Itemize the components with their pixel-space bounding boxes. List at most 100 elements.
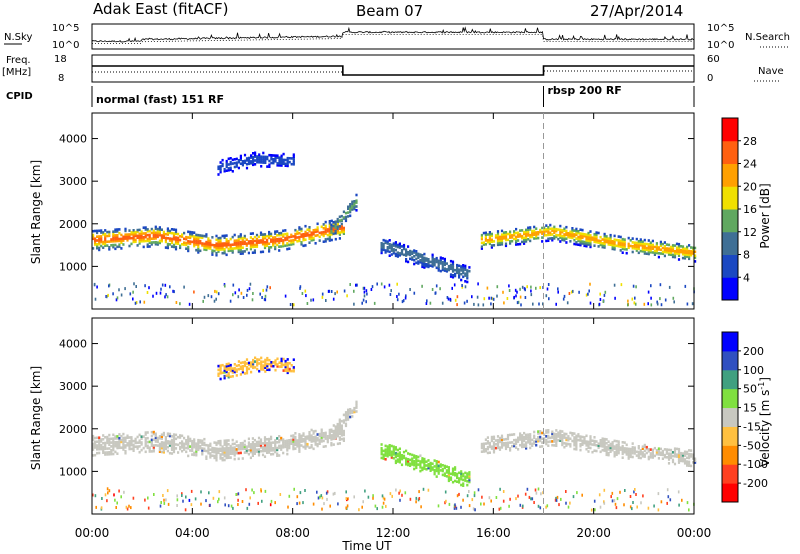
heatmap-cell — [110, 240, 113, 243]
heatmap-cell — [496, 435, 500, 438]
heatmap-cell — [575, 436, 578, 440]
heatmap-cell — [296, 439, 299, 442]
heatmap-cell — [557, 439, 560, 442]
heatmap-cell — [405, 294, 407, 298]
heatmap-cell — [555, 444, 558, 447]
heatmap-cell — [195, 237, 198, 240]
heatmap-cell — [447, 297, 450, 301]
heatmap-cell — [579, 236, 582, 239]
heatmap-cell — [112, 234, 115, 237]
colorbar-tick-label: 100 — [743, 364, 764, 377]
heatmap-cell — [392, 447, 395, 450]
heatmap-cell — [488, 441, 491, 445]
heatmap-cell — [672, 296, 675, 300]
heatmap-cell — [605, 445, 608, 449]
heatmap-cell — [649, 243, 652, 246]
heatmap-cell — [193, 453, 196, 457]
heatmap-cell — [492, 445, 496, 448]
heatmap-cell — [253, 239, 256, 243]
heatmap-cell — [268, 443, 271, 447]
heatmap-cell — [471, 498, 474, 502]
heatmap-cell — [451, 286, 453, 290]
heatmap-cell — [132, 445, 135, 449]
heatmap-cell — [100, 237, 103, 240]
heatmap-cell — [423, 459, 426, 463]
heatmap-cell — [611, 441, 614, 444]
heatmap-cell — [686, 255, 689, 258]
heatmap-cell — [219, 170, 222, 174]
heatmap-cell — [276, 437, 279, 440]
heatmap-cell — [251, 441, 254, 444]
heatmap-cell — [559, 240, 562, 243]
time-tick-label: 04:00 — [175, 526, 210, 540]
heatmap-cell — [382, 455, 385, 458]
heatmap-cell — [174, 245, 178, 249]
heatmap-cell — [427, 463, 430, 466]
heatmap-cell — [488, 234, 491, 238]
heatmap-cell — [298, 235, 301, 239]
heatmap-cell — [355, 402, 358, 406]
heatmap-cell — [490, 296, 493, 300]
heatmap-cell — [445, 499, 447, 503]
heatmap-cell — [502, 290, 504, 294]
heatmap-cell — [174, 433, 178, 437]
heatmap-cell — [293, 303, 295, 307]
heatmap-cell — [219, 238, 222, 242]
heatmap-cell — [146, 245, 149, 248]
heatmap-cell — [404, 491, 407, 495]
heatmap-cell — [189, 439, 192, 443]
heatmap-cell — [524, 492, 527, 496]
heatmap-cell — [332, 228, 335, 232]
heatmap-cell — [284, 439, 287, 443]
heatmap-cell — [585, 440, 588, 443]
heatmap-cell — [659, 297, 661, 301]
heatmap-cell — [433, 258, 436, 261]
heatmap-cell — [456, 472, 459, 476]
heatmap-cell — [605, 237, 608, 240]
heatmap-cell — [560, 497, 562, 501]
heatmap-cell — [227, 450, 230, 454]
heatmap-cell — [223, 168, 226, 171]
heatmap-cell — [245, 447, 248, 450]
heatmap-cell — [484, 438, 487, 441]
heatmap-cell — [509, 449, 512, 452]
heatmap-cell — [466, 276, 469, 280]
heatmap-cell — [361, 301, 363, 305]
heatmap-cell — [98, 436, 101, 439]
heatmap-cell — [209, 444, 212, 448]
heatmap-cell — [677, 449, 681, 453]
heatmap-cell — [527, 226, 530, 230]
heatmap-cell — [643, 250, 646, 253]
heatmap-cell — [506, 437, 510, 441]
heatmap-cell — [262, 368, 265, 371]
heatmap-cell — [326, 497, 328, 501]
heatmap-cell — [607, 241, 610, 244]
heatmap-cell — [641, 248, 644, 251]
heatmap-cell — [229, 365, 232, 369]
heatmap-cell — [482, 243, 485, 246]
heatmap-cell — [451, 274, 455, 277]
heatmap-cell — [336, 427, 339, 430]
heatmap-cell — [187, 437, 190, 440]
heatmap-cell — [237, 166, 240, 170]
heatmap-cell — [217, 440, 220, 443]
heatmap-cell — [259, 440, 263, 443]
heatmap-cell — [663, 254, 666, 258]
heatmap-cell — [231, 158, 234, 162]
heatmap-cell — [217, 364, 220, 368]
heatmap-cell — [106, 439, 109, 443]
heatmap-cell — [621, 237, 624, 241]
heatmap-cell — [305, 294, 307, 298]
heatmap-cell — [152, 449, 155, 453]
heatmap-cell — [599, 440, 602, 444]
y-tick-label: 4000 — [59, 133, 87, 146]
heatmap-cell — [349, 208, 352, 212]
heatmap-cell — [425, 464, 428, 467]
heatmap-cell — [124, 438, 127, 441]
heatmap-cell — [215, 244, 218, 247]
heatmap-cell — [148, 245, 151, 248]
heatmap-cell — [130, 438, 133, 441]
heatmap-cell — [468, 504, 471, 508]
heatmap-cell — [429, 465, 432, 469]
heatmap-cell — [126, 237, 129, 240]
